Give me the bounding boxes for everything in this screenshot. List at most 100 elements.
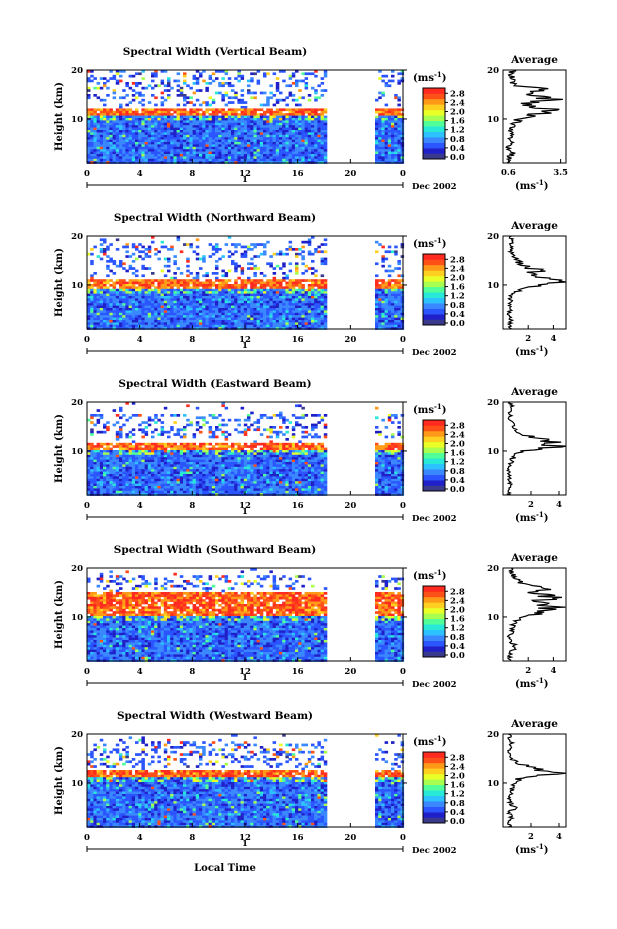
- heatmap-cell: [208, 298, 213, 302]
- heatmap-cell: [304, 120, 309, 124]
- heatmap-cell: [122, 125, 126, 128]
- heatmap-cell: [189, 125, 193, 128]
- heatmap-cell: [250, 108, 254, 112]
- heatmap-cell: [320, 243, 325, 246]
- heatmap-cell: [128, 118, 133, 121]
- heatmap-cell: [170, 142, 174, 145]
- heatmap-cell: [96, 293, 101, 297]
- heatmap-cell: [301, 322, 305, 326]
- heatmap-cell: [259, 154, 264, 157]
- heatmap-cell: [138, 428, 142, 432]
- heatmap-cell: [131, 120, 136, 124]
- heatmap-cell: [199, 324, 203, 328]
- heatmap-cell: [311, 158, 315, 162]
- heatmap-cell: [227, 445, 232, 448]
- heatmap-cell: [237, 101, 241, 104]
- heatmap-cell: [397, 284, 401, 287]
- heatmap-cell: [99, 118, 104, 121]
- heatmap-cell: [103, 324, 107, 328]
- heatmap-cell: [183, 279, 187, 282]
- heatmap-cell: [295, 262, 299, 266]
- heatmap-cell: [215, 132, 219, 136]
- heatmap-cell: [218, 291, 222, 294]
- heatmap-cell: [304, 430, 309, 434]
- heatmap-cell: [301, 146, 305, 150]
- heatmap-cell: [189, 421, 193, 424]
- heatmap-cell: [391, 70, 395, 73]
- heatmap-cell: [384, 281, 389, 285]
- heatmap-cell: [151, 435, 155, 439]
- heatmap-cell: [231, 137, 235, 140]
- heatmap-cell: [295, 416, 299, 420]
- heatmap-cell: [144, 154, 149, 157]
- heatmap-cell: [125, 146, 129, 150]
- heatmap-cell: [234, 250, 238, 254]
- heatmap-cell: [151, 144, 155, 148]
- heatmap-cell: [147, 130, 152, 133]
- heatmap-cell: [263, 149, 267, 152]
- heatmap-cell: [279, 130, 283, 133]
- heatmap-cell: [314, 300, 318, 304]
- heatmap-cell: [119, 139, 123, 143]
- heatmap-cell: [192, 320, 197, 323]
- heatmap-cell: [128, 127, 133, 131]
- heatmap-cell: [112, 262, 117, 266]
- heatmap-cell: [247, 151, 251, 155]
- heatmap-cell: [301, 406, 305, 410]
- heatmap-cell: [237, 320, 241, 323]
- heatmap-cell: [256, 288, 261, 292]
- heatmap-cell: [154, 305, 158, 309]
- heatmap-cell: [202, 442, 206, 446]
- heatmap-cell: [211, 115, 216, 119]
- heatmap-cell: [183, 243, 187, 246]
- heatmap-cell: [122, 132, 126, 136]
- heatmap-cell: [163, 130, 168, 133]
- heatmap-cell: [397, 293, 401, 297]
- heatmap-cell: [170, 296, 174, 299]
- heatmap-cell: [263, 274, 267, 278]
- heatmap-cell: [208, 118, 213, 121]
- heatmap-cell: [307, 132, 312, 136]
- heatmap-cell: [400, 324, 405, 328]
- heatmap-cell: [240, 286, 245, 290]
- heatmap-cell: [304, 308, 309, 311]
- heatmap-cell: [186, 322, 190, 326]
- heatmap-cell: [131, 402, 136, 405]
- heatmap-cell: [122, 291, 126, 294]
- heatmap-cell: [307, 433, 312, 436]
- heatmap-cell: [375, 406, 379, 410]
- heatmap-cell: [295, 252, 299, 256]
- heatmap-cell: [320, 149, 325, 152]
- heatmap-cell: [400, 130, 405, 133]
- heatmap-cell: [394, 442, 398, 446]
- heatmap-cell: [394, 130, 398, 133]
- heatmap-cell: [247, 312, 251, 316]
- heatmap-cell: [151, 288, 155, 292]
- heatmap-cell: [391, 130, 395, 133]
- heatmap-cell: [154, 428, 158, 432]
- heatmap-cell: [234, 281, 238, 285]
- heatmap-cell: [237, 115, 241, 119]
- heatmap-cell: [282, 134, 286, 138]
- heatmap-cell: [106, 315, 110, 318]
- heatmap-cell: [247, 414, 251, 417]
- heatmap-cell: [87, 94, 91, 97]
- heatmap-cell: [208, 144, 213, 148]
- heatmap-cell: [122, 284, 126, 287]
- heatmap-cell: [122, 267, 126, 270]
- heatmap-cell: [160, 70, 165, 73]
- heatmap-cell: [131, 142, 136, 145]
- heatmap-cell: [157, 250, 161, 254]
- heatmap-cell: [279, 320, 283, 323]
- heatmap-cell: [387, 137, 392, 140]
- heatmap-cell: [186, 442, 190, 446]
- heatmap-cell: [211, 291, 216, 294]
- heatmap-cell: [189, 305, 193, 309]
- heatmap-cell: [259, 156, 264, 160]
- heatmap-cell: [106, 137, 110, 140]
- heatmap-cell: [167, 115, 171, 119]
- heatmap-cell: [96, 86, 101, 90]
- heatmap-cell: [250, 122, 254, 126]
- x-tick-label: 16: [292, 335, 304, 345]
- average-y-tick-label: 20: [487, 66, 499, 76]
